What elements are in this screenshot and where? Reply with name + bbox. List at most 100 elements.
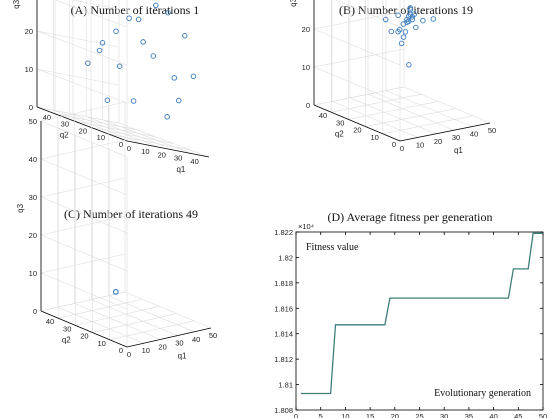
data-point <box>99 40 106 46</box>
data-point <box>182 32 188 39</box>
y-tick-label: 10 <box>370 133 378 142</box>
data-point <box>400 34 407 40</box>
grid-line <box>313 66 401 104</box>
x-tick-label: 20 <box>158 150 166 159</box>
grid-line <box>71 0 120 10</box>
grid-line <box>118 122 210 158</box>
z-tick-label: 10 <box>29 269 37 278</box>
y-exponent-label: ×10⁴ <box>298 222 314 231</box>
grid-line <box>313 10 405 30</box>
z-axis-label: q3 <box>289 0 298 7</box>
x-tick-label: 0 <box>127 144 131 153</box>
grid-line <box>40 272 128 310</box>
data-point <box>409 16 416 23</box>
grid-line <box>36 68 128 104</box>
z-tick-label: 20 <box>302 25 310 34</box>
data-point <box>175 97 182 104</box>
x-tick-label: 0 <box>400 144 404 153</box>
y-axis-label: q2 <box>62 335 71 344</box>
grid-line <box>53 109 144 145</box>
y-tick-label: 1.822 <box>274 228 293 237</box>
z-tick-label: 10 <box>25 65 33 74</box>
grid-line <box>382 115 473 135</box>
y-tick-label: 10 <box>97 133 105 142</box>
y-tick-label: 40 <box>46 317 54 326</box>
x-tick-label: 0 <box>294 412 298 418</box>
z-tick-label: 40 <box>29 155 37 164</box>
data-point <box>171 75 178 81</box>
grid-line <box>75 306 160 326</box>
y-tick-label: 10 <box>97 339 105 348</box>
data-point <box>398 40 405 47</box>
data-point <box>85 60 91 66</box>
z-tick-label: 10 <box>302 63 310 72</box>
y-tick-label: 20 <box>79 126 87 135</box>
grid-line <box>57 306 144 344</box>
data-point <box>407 5 414 11</box>
data-point <box>104 97 111 103</box>
scatter3d-panel-1: (A) Number of iterations 1 0 10 20 30 40 0 10 20… <box>12 0 210 174</box>
y-tick-label: 1.816 <box>274 304 293 313</box>
grid-line <box>348 101 439 120</box>
grid-line <box>69 113 160 148</box>
x-tick-label: 10 <box>142 346 150 355</box>
grid-line <box>86 116 177 151</box>
y-axis-line <box>313 104 401 142</box>
line-chart-panel: (D) Average fitness per generation 1.808 1… <box>274 210 547 418</box>
grid-line <box>36 106 120 124</box>
data-point <box>388 28 395 35</box>
z-tick-label: 30 <box>29 193 37 202</box>
grid-line <box>90 127 174 144</box>
y-tick-label: 1.812 <box>274 355 293 364</box>
z-tick-label: 20 <box>29 231 37 240</box>
x-tick-label: 35 <box>465 412 473 418</box>
fitness-value-annotation: Fitness value <box>306 242 359 253</box>
panel-title: (A) Number of iterations 1 <box>71 3 200 17</box>
grid-line <box>102 119 193 155</box>
grid-line <box>91 299 178 336</box>
y-tick-label: 30 <box>61 120 69 129</box>
grid-line <box>108 295 195 333</box>
y-axis-label: q2 <box>60 130 69 139</box>
z-tick-label: 0 <box>29 103 33 112</box>
grid-line <box>40 101 126 122</box>
data-point <box>135 16 142 23</box>
x-tick-label: 40 <box>470 130 478 139</box>
y-tick-label: 1.808 <box>274 406 293 415</box>
x-axis-label: q1 <box>178 351 187 360</box>
scatter3d-panel-3: (C) Number of iterations 49 0 10 20 30 40 50 0 1… <box>16 101 217 360</box>
data-point <box>140 39 146 45</box>
grid-line <box>54 0 128 28</box>
x-axis-label: q1 <box>454 146 463 155</box>
data-point <box>164 114 170 120</box>
grid-line <box>40 177 126 198</box>
x-tick-label: 20 <box>158 342 166 351</box>
x-axis-line <box>126 140 210 158</box>
grid-line <box>36 30 120 48</box>
grid-line <box>40 120 128 158</box>
grid-line <box>54 113 138 131</box>
x-axis-label: q1 <box>176 165 185 174</box>
panel-title: (D) Average fitness per generation <box>327 210 492 224</box>
data-point <box>420 17 426 24</box>
data-point <box>96 47 103 54</box>
data-point <box>395 12 401 19</box>
z-axis-label: q3 <box>16 203 25 212</box>
grid-line <box>313 86 405 106</box>
grid-line <box>403 86 491 124</box>
data-point <box>116 63 123 69</box>
y-tick-label: 0 <box>119 140 123 149</box>
y-tick-label: 30 <box>63 324 71 333</box>
z-axis-label: q3 <box>12 0 21 9</box>
grid-line <box>72 120 156 137</box>
x-tick-label: 30 <box>174 154 182 163</box>
y-tick-label: 40 <box>319 111 327 120</box>
x-tick-label: 30 <box>440 412 448 418</box>
x-tick-label: 15 <box>366 412 374 418</box>
y-tick-label: 20 <box>80 332 88 341</box>
x-tick-label: 20 <box>391 412 399 418</box>
x-tick-label: 10 <box>416 140 424 149</box>
y-tick-label: 1.82 <box>278 253 293 262</box>
x-axis-line <box>399 122 491 142</box>
data-point <box>404 19 410 25</box>
